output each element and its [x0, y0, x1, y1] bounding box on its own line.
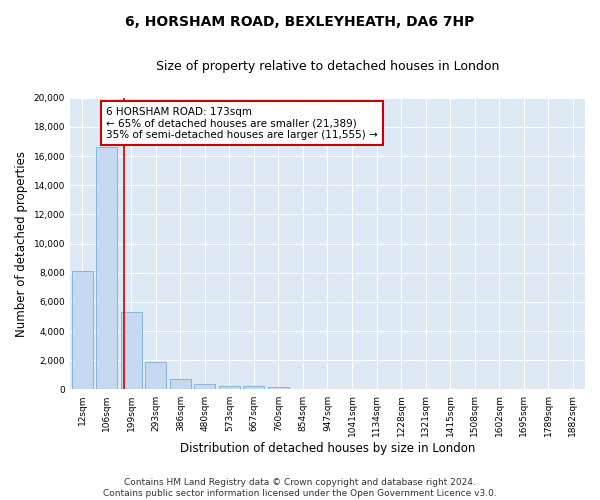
- Text: 6 HORSHAM ROAD: 173sqm
← 65% of detached houses are smaller (21,389)
35% of semi: 6 HORSHAM ROAD: 173sqm ← 65% of detached…: [106, 106, 378, 140]
- Bar: [244, 386, 264, 390]
- Bar: [121, 312, 142, 390]
- Text: Contains HM Land Registry data © Crown copyright and database right 2024.
Contai: Contains HM Land Registry data © Crown c…: [103, 478, 497, 498]
- X-axis label: Distribution of detached houses by size in London: Distribution of detached houses by size …: [180, 442, 475, 455]
- Bar: [72, 272, 92, 390]
- Bar: [268, 387, 289, 390]
- Bar: [96, 148, 117, 390]
- Bar: [219, 386, 240, 390]
- Y-axis label: Number of detached properties: Number of detached properties: [15, 150, 28, 336]
- Bar: [194, 384, 215, 390]
- Text: 6, HORSHAM ROAD, BEXLEYHEATH, DA6 7HP: 6, HORSHAM ROAD, BEXLEYHEATH, DA6 7HP: [125, 15, 475, 29]
- Bar: [170, 378, 191, 390]
- Bar: [145, 362, 166, 390]
- Title: Size of property relative to detached houses in London: Size of property relative to detached ho…: [156, 60, 499, 73]
